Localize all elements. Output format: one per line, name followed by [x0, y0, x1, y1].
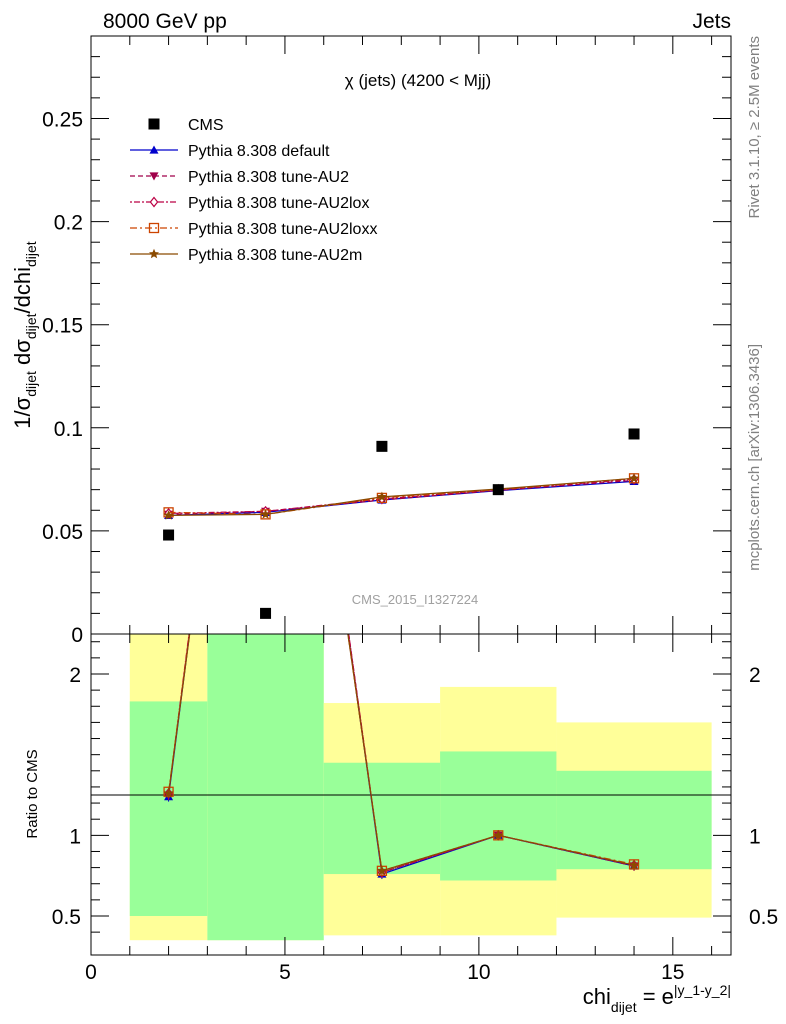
legend-marker-4: [149, 248, 159, 259]
x-tick-label: 0: [85, 961, 97, 984]
series-point-ratio-4: [376, 865, 387, 876]
ratio-y-tick-label-right: 0.5: [749, 906, 778, 929]
chart-title: χ (jets) (4200 < Mjj): [345, 71, 491, 90]
ratio-y-tick-label: 0.5: [52, 906, 81, 929]
legend-label-1: Pythia 8.308 tune-AU2: [188, 169, 349, 186]
ratio-y-tick-label-right: 2: [749, 664, 761, 687]
mcplots-label: mcplots.cern.ch [arXiv:1306.3436]: [746, 344, 763, 571]
main-panel: χ (jets) (4200 < Mjj) CMS_2015_I1327224 …: [42, 35, 732, 647]
ratio-band-green: [440, 751, 557, 881]
header-left: 8000 GeV pp: [103, 10, 227, 33]
y-tick-label: 0.2: [54, 212, 83, 235]
legend-label-0: Pythia 8.308 default: [188, 143, 330, 160]
x-axis-label: chidijet = e|y_1-y_2|: [583, 982, 731, 1015]
ratio-band-green: [207, 634, 324, 941]
x-tick-label: 5: [279, 961, 291, 984]
ratio-frame: [90, 633, 732, 956]
ratio-y-tick-label: 1: [69, 825, 81, 848]
x-tick-label: 10: [467, 961, 490, 984]
legend-label-2: Pythia 8.308 tune-AU2lox: [188, 195, 369, 212]
y-tick-label: 0.05: [42, 521, 83, 544]
watermark: CMS_2015_I1327224: [352, 592, 479, 607]
series-point-main-4: [163, 510, 174, 520]
legend-marker-1: [149, 172, 159, 181]
data-point-cms: [628, 428, 640, 440]
data-point-cms: [492, 484, 504, 496]
ratio-band-green: [556, 770, 712, 870]
rivet-label: Rivet 3.1.10, ≥ 2.5M events: [746, 36, 763, 219]
data-point-cms: [260, 607, 272, 619]
data-point-cms: [376, 440, 388, 452]
ratio-band-green: [129, 701, 208, 916]
series-point-ratio-4: [493, 830, 504, 840]
main-frame: [90, 35, 732, 635]
y-tick-label: 0.1: [54, 418, 83, 441]
ratio-y-tick-label-right: 1: [749, 825, 761, 848]
y-axis-label: 1/σdijet dσdijet/dchidijet: [10, 241, 39, 429]
legend-label-3: Pythia 8.308 tune-AU2loxx: [188, 221, 377, 238]
series-point-ratio-4: [163, 788, 174, 798]
ratio-panel: 0.5 0.5 1 1 2 2 0 5 10 15: [52, 633, 778, 984]
ratio-y-label: Ratio to CMS: [24, 749, 41, 838]
series-point-main-4: [376, 491, 387, 502]
header-right: Jets: [692, 10, 731, 33]
legend-marker-cms: [148, 118, 160, 130]
y-tick-label: 0.15: [42, 315, 83, 338]
legend-marker-3: [148, 222, 160, 234]
y-tick-label: 0.25: [42, 108, 83, 131]
ratio-y-tick-label: 2: [69, 664, 81, 687]
legend-marker-2: [149, 196, 159, 208]
legend-label-4: Pythia 8.308 tune-AU2m: [188, 247, 362, 264]
legend: CMS Pythia 8.308 default Pythia 8.308 tune…: [130, 117, 377, 264]
legend-marker-0: [149, 145, 159, 154]
x-tick-label: 15: [661, 961, 684, 984]
data-point-cms: [163, 529, 175, 541]
x-axis-label-text: chidijet = e|y_1-y_2|: [583, 982, 731, 1015]
y-tick-label: 0: [71, 624, 83, 647]
legend-label-cms: CMS: [188, 117, 224, 134]
ratio-band-green: [323, 762, 441, 875]
series-line-main-2: [168, 478, 635, 514]
y-axis-label-text: 1/σdijet dσdijet/dchidijet: [10, 241, 39, 429]
series-point-main-4: [260, 509, 271, 519]
series-point-main-4: [629, 473, 640, 483]
series-point-ratio-4: [629, 859, 640, 870]
